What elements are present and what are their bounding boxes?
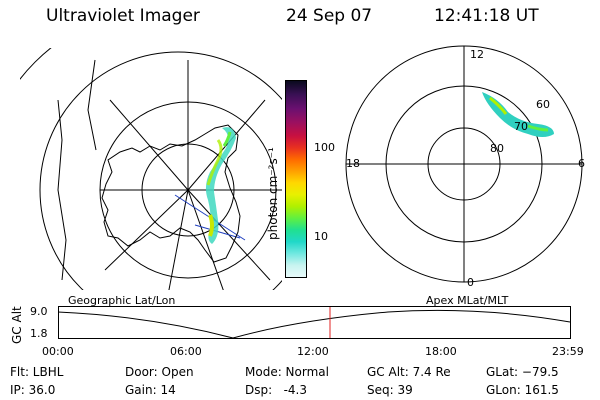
xtick-1800: 18:00 xyxy=(425,345,457,358)
ip-info: IP: 36.0 xyxy=(10,383,56,397)
glon-info: GLon: 161.5 xyxy=(486,383,559,397)
altitude-curve xyxy=(57,309,571,339)
alt-plot-ylabel: GC Alt xyxy=(10,306,24,344)
xtick-0000: 00:00 xyxy=(42,345,74,358)
gain-info: Gain: 14 xyxy=(125,383,176,397)
xtick-1200: 12:00 xyxy=(297,345,329,358)
xtick-2359: 23:59 xyxy=(552,345,584,358)
mlt-label-0: 0 xyxy=(467,276,474,289)
altitude-plot xyxy=(57,306,571,339)
gc-alt-info: GC Alt: 7.4 Re xyxy=(367,365,451,379)
alt-ytick-9: 9.0 xyxy=(30,305,48,318)
polar-mlt-plot xyxy=(345,45,583,283)
mode-info: Mode: Normal xyxy=(245,365,329,379)
mlat-label-70: 70 xyxy=(514,120,528,133)
date-label: 24 Sep 07 xyxy=(286,6,373,26)
mlt-label-18: 18 xyxy=(346,157,360,170)
geo-panel-label: Geographic Lat/Lon xyxy=(68,294,176,307)
lat-circle xyxy=(39,51,282,290)
alt-ytick-1-8: 1.8 xyxy=(30,327,48,340)
colorbar xyxy=(285,80,307,278)
filter-info: Flt: LBHL xyxy=(10,365,64,379)
antarctica-coastline xyxy=(101,124,241,263)
glat-info: GLat: −79.5 xyxy=(486,365,559,379)
colorbar-tick-10: 10 xyxy=(314,230,328,243)
colorbar-unit-label: photon cm⁻²s⁻¹ xyxy=(266,147,280,240)
dsp-info: Dsp: -4.3 xyxy=(245,383,308,397)
time-label: 12:41:18 UT xyxy=(434,6,539,26)
colorbar-tick-100: 100 xyxy=(314,141,335,154)
app-title: Ultraviolet Imager xyxy=(46,6,200,26)
mlt-label-6: 6 xyxy=(578,157,585,170)
aurora-oval xyxy=(205,127,236,244)
xtick-0600: 06:00 xyxy=(170,345,202,358)
mlat-label-80: 80 xyxy=(490,142,504,155)
seq-info: Seq: 39 xyxy=(367,383,413,397)
polar-panel-label: Apex MLat/MLT xyxy=(426,294,509,307)
mlat-label-60: 60 xyxy=(536,98,550,111)
mlt-label-12: 12 xyxy=(470,48,484,61)
door-info: Door: Open xyxy=(125,365,194,379)
polar-aurora xyxy=(482,92,554,137)
geographic-map xyxy=(20,48,282,290)
